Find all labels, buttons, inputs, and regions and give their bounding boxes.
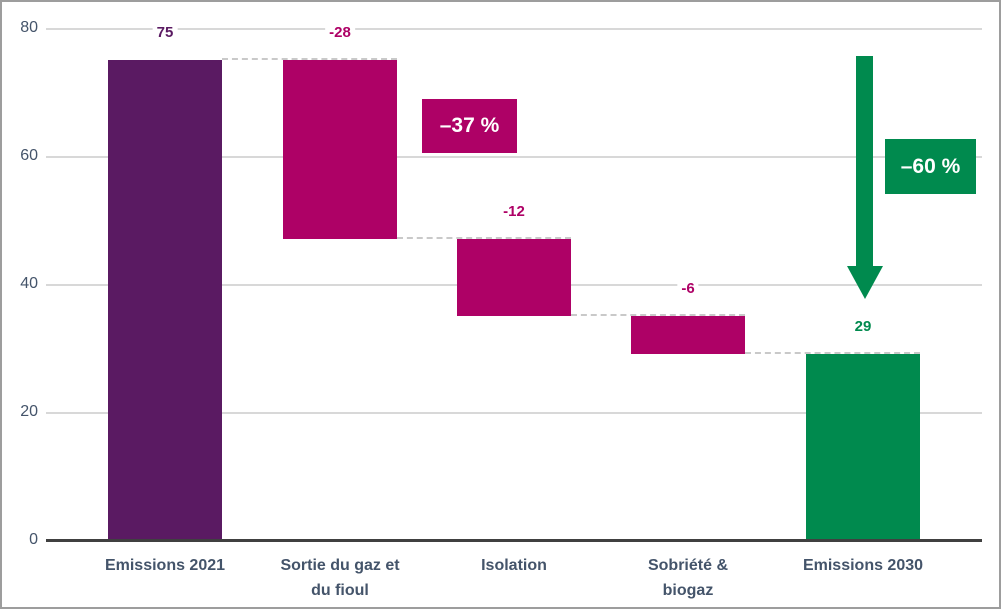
bar-2 <box>457 239 571 316</box>
bar-value-label-1: -28 <box>325 24 355 42</box>
bar-4 <box>806 354 920 540</box>
gridline-60 <box>46 156 982 158</box>
y-axis-tick-80: 80 <box>20 19 38 36</box>
y-axis-tick-40: 40 <box>20 275 38 292</box>
annotation-60pct-text: –60 % <box>900 154 961 178</box>
bar-1 <box>283 60 397 240</box>
gridline-80 <box>46 28 982 30</box>
y-axis-tick-20: 20 <box>20 403 38 420</box>
bar-value-label-3: -6 <box>677 280 699 298</box>
y-axis-tick-60: 60 <box>20 147 38 164</box>
x-category-label-0: Emissions 2021 <box>104 557 226 574</box>
annotation-37pct-text: –37 % <box>439 114 500 137</box>
x-category-label-2: Isolation <box>481 557 547 574</box>
x-category-label-1: Sortie du gaz et du fioul <box>280 557 400 599</box>
down-arrow-shaft <box>856 56 873 267</box>
bar-value-label-4: 29 <box>850 318 876 337</box>
bar-3 <box>631 316 745 355</box>
x-category-label-3: Sobriété & biogaz <box>647 557 728 599</box>
connector-3 <box>745 352 920 355</box>
bar-value-label-2: -12 <box>499 203 529 222</box>
annotation-badge-60pct: –60 % <box>885 139 976 194</box>
x-axis-line <box>46 539 982 542</box>
y-axis-tick-0: 0 <box>29 531 38 548</box>
bar-0 <box>108 60 222 540</box>
gridline-20 <box>46 412 982 414</box>
x-category-label-4: Emissions 2030 <box>802 557 924 574</box>
annotation-badge-37pct: –37 % <box>422 99 517 153</box>
bar-value-label-0: 75 <box>152 24 178 42</box>
connector-1 <box>397 237 571 240</box>
connector-2 <box>571 314 745 316</box>
down-arrow-icon <box>847 266 883 299</box>
connector-0 <box>222 58 397 60</box>
